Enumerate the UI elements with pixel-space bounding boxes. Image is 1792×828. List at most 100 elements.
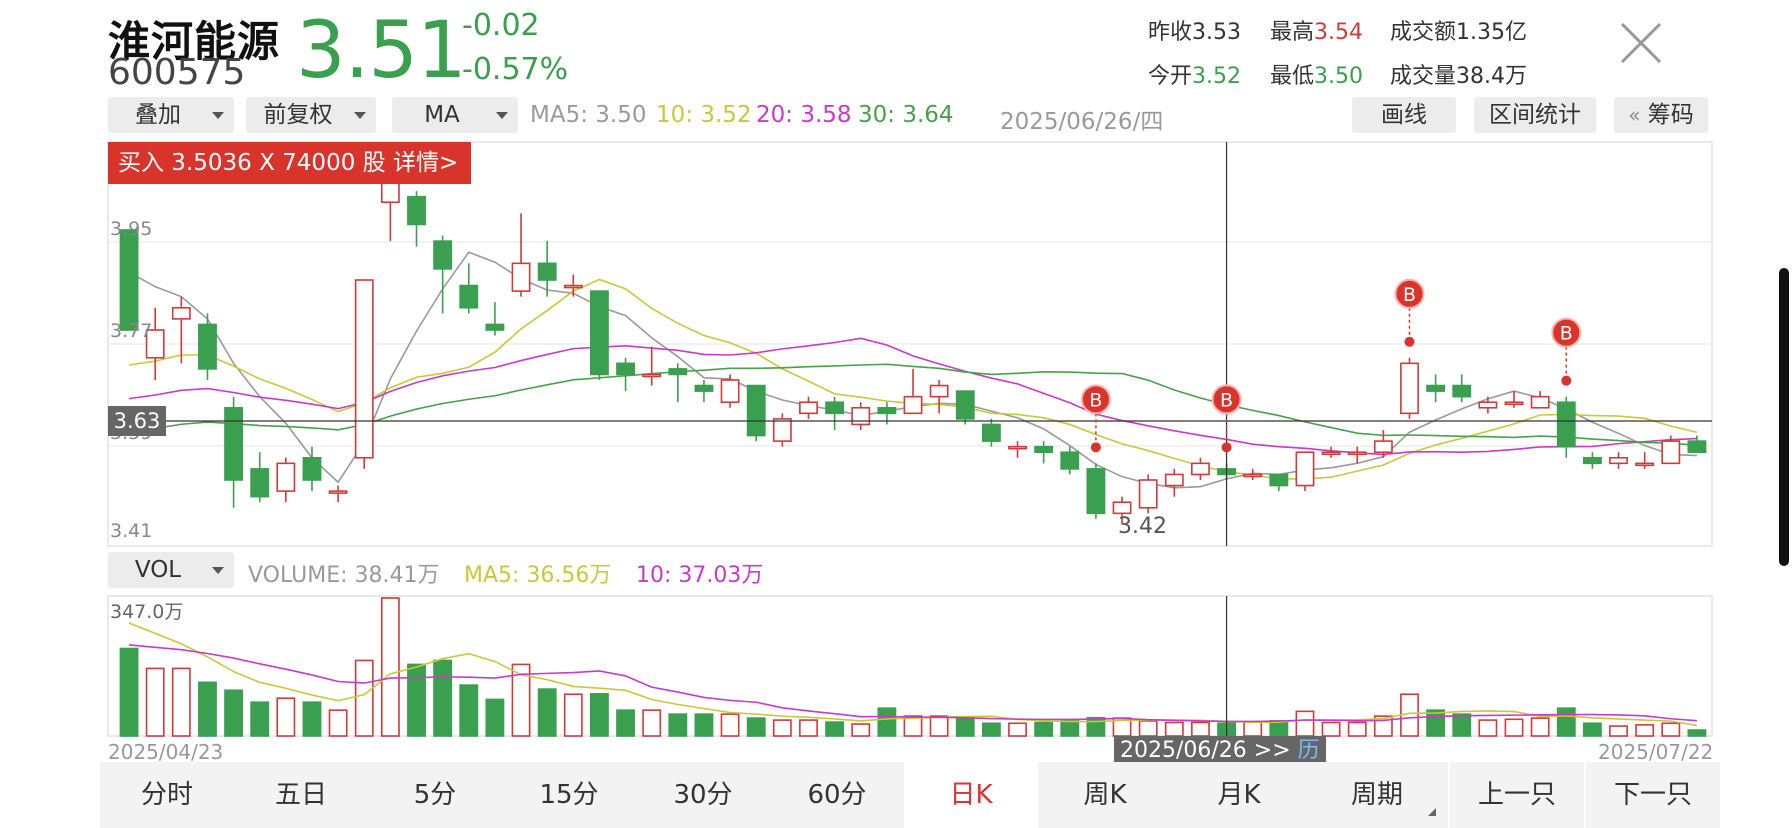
volume-bar <box>720 713 740 737</box>
cursor-date-label: 2025/06/26 >> 历 <box>1114 736 1326 766</box>
buy-marker-label: B <box>1403 284 1416 306</box>
volume-bar <box>1609 725 1628 737</box>
chips-button[interactable]: « 筹码 <box>1614 97 1708 133</box>
volume-bar <box>851 723 871 737</box>
volume-bar <box>1504 718 1524 737</box>
buy-marker-label: B <box>1220 389 1233 411</box>
candle <box>1034 445 1054 454</box>
candle <box>563 284 583 289</box>
tab-period[interactable]: 周期 <box>1310 762 1444 828</box>
candle <box>1295 451 1315 487</box>
volume-bar <box>354 659 374 737</box>
cursor-date-text: 2025/06/26 >> <box>1120 738 1291 763</box>
volume-bar <box>1164 721 1184 737</box>
volume-bar <box>1086 716 1106 737</box>
tab-60min[interactable]: 60分 <box>807 780 867 810</box>
candle <box>1138 479 1158 509</box>
tab-15min[interactable]: 15分 <box>539 780 599 810</box>
candle <box>1321 451 1341 456</box>
high-label: 最高 <box>1270 20 1315 45</box>
volume-bar <box>224 689 244 737</box>
tab-weekly[interactable]: 周K <box>1083 780 1127 810</box>
prev-close-value: 3.53 <box>1192 20 1241 45</box>
next-stock-button[interactable]: 下一只 <box>1613 780 1692 810</box>
volume-bar <box>407 663 426 737</box>
turnover-value: 1.35亿 <box>1456 20 1528 45</box>
volume-bar <box>171 667 191 737</box>
history-link[interactable]: 历 <box>1297 738 1320 763</box>
volume-bar <box>1008 722 1027 737</box>
candle <box>1635 462 1655 467</box>
volume-bar <box>1635 724 1655 737</box>
buy-marker-dot <box>1561 375 1572 386</box>
prev-close-label: 昨收 <box>1148 20 1193 45</box>
candle <box>825 401 845 415</box>
tab-30min[interactable]: 30分 <box>673 780 733 810</box>
ma5-legend: MA5: 3.50 <box>530 102 647 128</box>
candle <box>799 401 818 415</box>
volume-bar <box>955 717 975 737</box>
volume-bar <box>694 713 714 737</box>
tab-daily[interactable]: 日K <box>904 762 1038 828</box>
volume-axis-max: 347.0万 <box>110 601 184 623</box>
volume-bar <box>929 715 949 737</box>
stock-name: 淮河能源 <box>108 17 281 66</box>
buy-marker-badge <box>1080 384 1111 415</box>
buy-marker-dot <box>1404 336 1415 347</box>
candle <box>1373 440 1393 454</box>
volume-bar <box>1060 720 1080 737</box>
close-button[interactable] <box>1618 20 1664 66</box>
volume-bar <box>302 701 322 737</box>
open-stat: 今开3.52 <box>1148 58 1241 90</box>
indicator-label: MA <box>424 102 460 128</box>
tab-divider <box>1448 762 1450 828</box>
volume-bar <box>1347 721 1367 737</box>
prev-stock-button[interactable]: 上一只 <box>1477 780 1556 810</box>
candle <box>433 240 453 270</box>
candle <box>119 229 139 331</box>
cursor-price-label: 3.63 <box>108 406 166 436</box>
volume-bar <box>250 701 270 737</box>
overlay-dropdown[interactable]: 叠加 <box>108 97 234 133</box>
vol-label: VOL <box>134 557 182 583</box>
adjust-dropdown[interactable]: 前复权 <box>246 97 376 133</box>
tab-monthly[interactable]: 月K <box>1217 780 1261 810</box>
scrollbar[interactable] <box>1779 268 1789 566</box>
tab-five-day[interactable]: 五日 <box>274 780 327 810</box>
volume-bar <box>380 597 400 737</box>
candle <box>903 395 923 415</box>
chevron-down-icon <box>354 112 366 119</box>
candle <box>694 384 714 392</box>
candle <box>1086 468 1106 515</box>
candle <box>668 368 688 376</box>
candle <box>1400 362 1419 415</box>
trade-banner[interactable]: 买入 3.5036 X 74000 股 详情> <box>108 142 471 184</box>
volume-bar <box>511 663 531 737</box>
ma30-line <box>128 363 1697 446</box>
vol-dropdown[interactable]: VOL <box>108 552 234 588</box>
volume-bar <box>276 697 296 737</box>
candle <box>929 384 949 398</box>
volume-bar <box>1034 721 1054 737</box>
draw-line-button[interactable]: 画线 <box>1352 97 1456 133</box>
volume-bar <box>772 719 792 737</box>
candle <box>1269 473 1289 487</box>
candle <box>720 379 740 404</box>
end-date: 2025/07/22 <box>1598 740 1714 764</box>
low-stat: 最低3.50 <box>1270 58 1363 90</box>
tab-intraday[interactable]: 分时 <box>140 780 193 810</box>
corner-triangle-icon <box>1428 808 1436 816</box>
tab-5min[interactable]: 5分 <box>413 780 457 810</box>
last-price: 3.51 <box>296 6 467 96</box>
indicator-dropdown[interactable]: MA <box>392 97 518 133</box>
candle <box>1164 473 1184 487</box>
range-stats-button[interactable]: 区间统计 <box>1474 97 1596 133</box>
low-label: 最低 <box>1270 64 1315 89</box>
candle <box>981 423 1001 442</box>
buy-marker-label: B <box>1089 389 1102 411</box>
candle <box>1112 501 1132 515</box>
buy-marker-dot <box>1090 442 1101 453</box>
vol-ma10-legend: 10: 37.03万 <box>636 563 764 588</box>
candle <box>407 195 426 226</box>
